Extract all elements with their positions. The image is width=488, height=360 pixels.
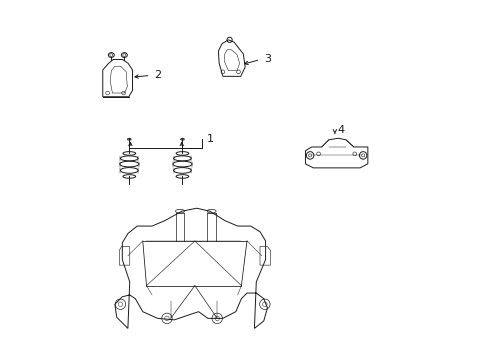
Text: 3: 3 — [264, 54, 270, 64]
Text: 4: 4 — [337, 125, 344, 135]
Text: 2: 2 — [154, 71, 161, 80]
Text: 1: 1 — [206, 134, 213, 144]
